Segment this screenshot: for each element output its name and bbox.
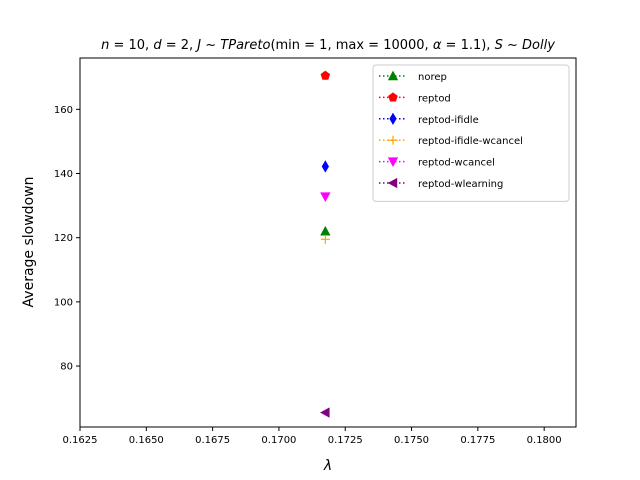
- legend-label-reptod-wcancel: reptod-wcancel: [418, 158, 495, 169]
- title-eq2: = 2,: [162, 38, 198, 53]
- title-dolly: Dolly: [522, 38, 555, 53]
- legend-label-reptod: reptod: [418, 93, 451, 104]
- title-alpha: α: [433, 38, 442, 53]
- data-point-reptod-wcancel: [320, 192, 331, 202]
- title-params-close: = 1.1),: [441, 38, 494, 53]
- legend: norep reptod reptod-ifidle reptod-ifidle-wc…: [372, 64, 570, 202]
- title-eq1: = 10,: [109, 38, 153, 53]
- legend-label-norep: norep: [418, 72, 447, 83]
- legend-marker-reptod-ifidle: [389, 112, 397, 125]
- chart-title: n = 10, d = 2, J ~ TPareto(min = 1, max …: [101, 38, 555, 53]
- y-tick-label: 120: [54, 233, 73, 244]
- legend-marker-reptod-ifidle-wcancel: [388, 135, 398, 145]
- legend-marker-reptod-wlearning: [387, 177, 398, 189]
- legend-label-reptod-ifidle-wcancel: reptod-ifidle-wcancel: [418, 136, 523, 147]
- title-dist: TPareto: [220, 38, 270, 53]
- ticks-layer: 0.1625 0.1650 0.1675 0.1700 0.1725 0.1750 0.17…: [54, 105, 562, 446]
- plot-frame: [79, 57, 577, 428]
- x-tick-label: 0.1775: [460, 435, 495, 446]
- marks-layer: [320, 70, 331, 418]
- y-axis-title: Average slowdown: [21, 177, 37, 308]
- y-tick-label: 140: [54, 169, 73, 180]
- x-axis-title: λ: [323, 458, 332, 474]
- data-point-reptod-ifidle: [321, 160, 329, 173]
- x-tick-label: 0.1750: [394, 435, 429, 446]
- x-tick-label: 0.1625: [63, 435, 98, 446]
- legend-label-reptod-wlearning: reptod-wlearning: [418, 179, 503, 190]
- x-tick-label: 0.1725: [328, 435, 363, 446]
- legend-marker-reptod: [388, 92, 398, 102]
- data-point-reptod-wlearning: [320, 407, 330, 418]
- x-tick-label: 0.1800: [527, 435, 562, 446]
- legend-label-reptod-ifidle: reptod-ifidle: [418, 115, 479, 126]
- y-tick-label: 80: [60, 362, 73, 373]
- legend-marker-norep: [387, 70, 399, 81]
- title-sim2: ~: [503, 38, 522, 53]
- x-tick-label: 0.1675: [195, 435, 230, 446]
- title-d: d: [153, 38, 162, 53]
- legend-marker-reptod-wcancel: [387, 157, 399, 167]
- title-n: n: [101, 38, 109, 53]
- title-sim1: ~: [201, 38, 220, 53]
- data-point-reptod-ifidle-wcancel: [320, 234, 330, 244]
- y-tick-label: 160: [54, 105, 73, 116]
- x-tick-label: 0.1700: [261, 435, 296, 446]
- y-tick-label: 100: [54, 297, 73, 308]
- title-J: J: [194, 38, 201, 53]
- title-S: S: [495, 38, 503, 53]
- legend-box: [372, 64, 570, 202]
- data-point-reptod: [320, 70, 331, 80]
- x-tick-label: 0.1650: [129, 435, 164, 446]
- title-params-open: (min = 1, max = 10000,: [270, 38, 432, 53]
